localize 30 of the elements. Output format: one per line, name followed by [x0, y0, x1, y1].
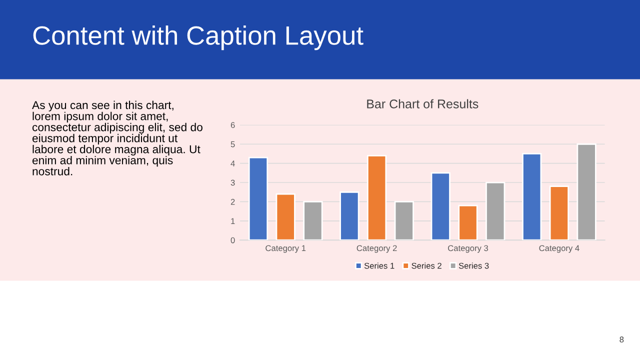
bar [458, 204, 478, 240]
y-tick-label: 5 [230, 141, 235, 148]
bar [366, 154, 387, 240]
y-tick-label: 1 [231, 218, 235, 224]
legend-label: Series 1 [364, 262, 394, 269]
bar [340, 191, 360, 240]
x-tick-label: Category 3 [448, 245, 488, 253]
x-tick-label: Category 4 [539, 245, 580, 253]
bar [486, 182, 506, 240]
y-tick-label: 3 [230, 180, 235, 186]
bar [576, 143, 596, 240]
y-tick-label: 0 [230, 237, 235, 244]
chart-title: Bar Chart of Results [367, 99, 478, 108]
text: 8 [620, 336, 624, 342]
text: As you can see in this chart, lorem ipsum dolor sit amet, consectetur adipiscing elit, sed do eiusmod tempor incididunt ut labore et dolore magna aliqua. Ut enim ad minim veniam, quis nostrud. [32, 100, 202, 176]
bar [303, 201, 323, 240]
legend-label: Series 3 [458, 262, 489, 269]
bar [394, 201, 414, 240]
legend-label: Series 2 [412, 262, 442, 269]
bar [549, 186, 570, 240]
x-tick-label: Category 2 [356, 245, 397, 253]
bar [248, 156, 268, 240]
y-tick-label: 6 [230, 122, 235, 128]
bar [430, 172, 450, 240]
y-tick-label: 4 [230, 160, 235, 166]
bar [276, 193, 296, 240]
y-tick-label: 2 [230, 198, 235, 205]
text: Content with Caption Layout [33, 26, 364, 50]
bar [522, 153, 542, 240]
x-tick-label: Category 1 [266, 245, 306, 253]
